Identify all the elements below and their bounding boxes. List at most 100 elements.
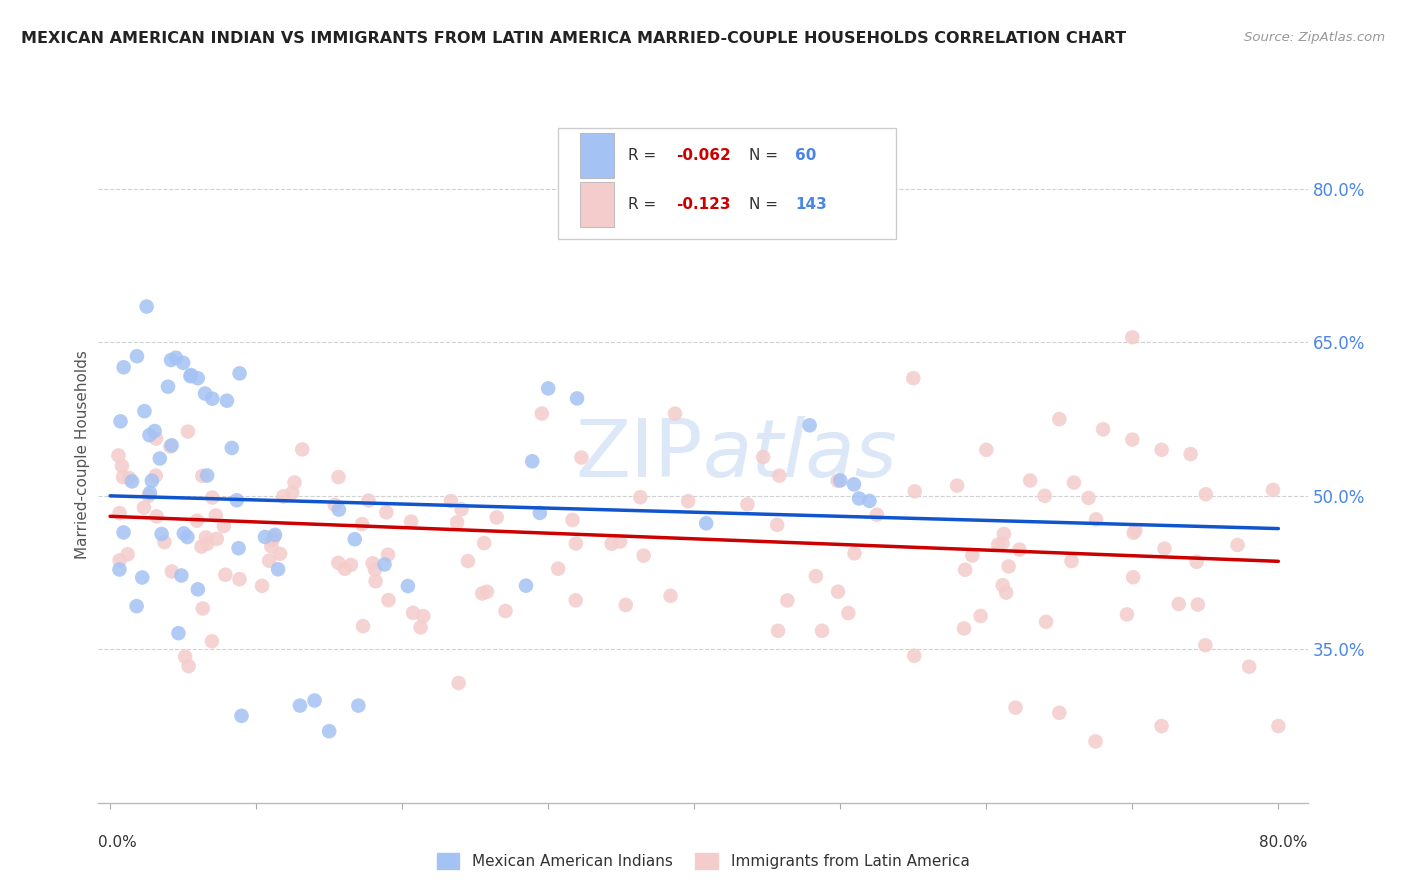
Point — [537, 381, 560, 395]
Text: atlas: atlas — [703, 416, 898, 494]
Point — [1047, 706, 1070, 720]
Y-axis label: Married-couple Households: Married-couple Households — [75, 351, 90, 559]
Point — [328, 470, 350, 484]
Text: N =: N = — [749, 197, 783, 212]
Point — [564, 593, 586, 607]
Point — [125, 599, 148, 614]
Point — [440, 494, 463, 508]
Point — [180, 368, 202, 382]
Point — [1150, 442, 1173, 457]
Point — [565, 392, 588, 406]
Point — [450, 502, 472, 516]
Point — [179, 369, 201, 384]
Point — [515, 579, 537, 593]
Text: Source: ZipAtlas.com: Source: ZipAtlas.com — [1244, 31, 1385, 45]
Point — [228, 367, 250, 381]
Point — [529, 506, 551, 520]
Point — [340, 558, 363, 572]
Point — [737, 497, 759, 511]
Point — [827, 584, 849, 599]
Point — [177, 659, 200, 673]
Point — [328, 556, 350, 570]
Point — [471, 586, 494, 600]
Point — [776, 593, 799, 607]
Point — [904, 484, 927, 499]
Point — [1185, 555, 1208, 569]
Point — [150, 527, 173, 541]
Point — [149, 451, 172, 466]
Point — [953, 622, 976, 636]
Point — [187, 582, 209, 597]
Point — [561, 513, 583, 527]
Point — [1122, 525, 1144, 540]
Point — [997, 559, 1019, 574]
FancyBboxPatch shape — [579, 182, 613, 227]
Point — [1092, 422, 1115, 436]
Point — [132, 500, 155, 515]
Point — [167, 626, 190, 640]
Point — [373, 558, 395, 572]
Point — [804, 569, 827, 583]
Point — [991, 536, 1014, 550]
Text: ZIP: ZIP — [575, 416, 703, 494]
Point — [614, 598, 637, 612]
Point — [1047, 412, 1070, 426]
Point — [628, 490, 651, 504]
Point — [160, 438, 183, 452]
Point — [260, 540, 283, 554]
Point — [111, 458, 134, 473]
Point — [176, 530, 198, 544]
Point — [827, 474, 849, 488]
Point — [291, 442, 314, 457]
Point — [173, 526, 195, 541]
Point — [1267, 719, 1289, 733]
Point — [135, 300, 157, 314]
Point — [974, 442, 997, 457]
Point — [267, 562, 290, 576]
Point — [375, 505, 398, 519]
Point — [141, 474, 163, 488]
Point — [1167, 597, 1189, 611]
Point — [328, 502, 350, 516]
Point — [205, 532, 228, 546]
Point — [172, 356, 194, 370]
Point — [565, 536, 588, 550]
Point — [364, 574, 387, 589]
Point — [250, 579, 273, 593]
Point — [134, 404, 156, 418]
Point — [253, 530, 276, 544]
Point — [1187, 598, 1209, 612]
Point — [352, 517, 374, 532]
Point — [323, 498, 346, 512]
Point — [633, 549, 655, 563]
Point — [475, 584, 498, 599]
FancyBboxPatch shape — [579, 133, 613, 178]
Point — [108, 562, 131, 576]
Text: 143: 143 — [794, 197, 827, 212]
Point — [264, 528, 287, 542]
Point — [318, 724, 340, 739]
Point — [215, 393, 238, 408]
Point — [987, 538, 1010, 552]
Text: 80.0%: 80.0% — [1260, 836, 1308, 850]
Point — [811, 624, 834, 638]
Point — [1180, 447, 1202, 461]
Point — [107, 449, 129, 463]
Point — [118, 471, 141, 485]
Point — [377, 548, 399, 562]
Point — [1226, 538, 1249, 552]
Text: MEXICAN AMERICAN INDIAN VS IMMIGRANTS FROM LATIN AMERICA MARRIED-COUPLE HOUSEHOL: MEXICAN AMERICAN INDIAN VS IMMIGRANTS FR… — [21, 31, 1126, 46]
Point — [145, 468, 167, 483]
Point — [600, 537, 623, 551]
Point — [768, 468, 790, 483]
Point — [191, 601, 214, 615]
Point — [472, 536, 495, 550]
Point — [273, 490, 295, 504]
Point — [969, 609, 991, 624]
Point — [201, 634, 224, 648]
Point — [766, 517, 789, 532]
Point — [159, 440, 181, 454]
Point — [194, 530, 217, 544]
Point — [903, 371, 925, 385]
Point — [1116, 607, 1139, 622]
